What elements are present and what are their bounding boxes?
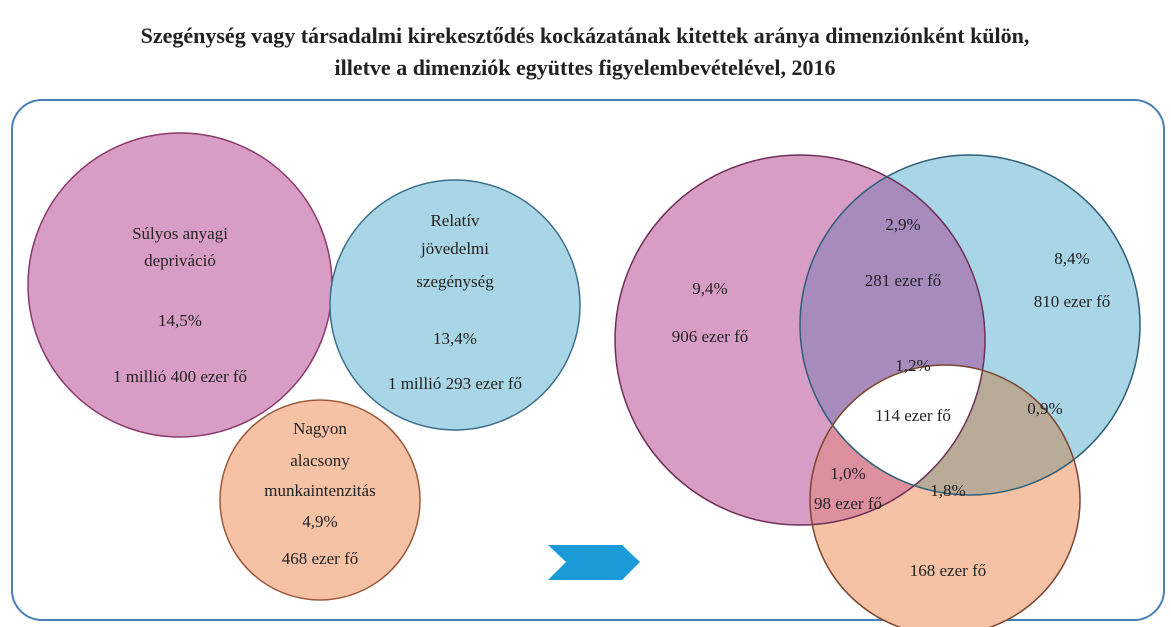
venn-blue-outline [799, 154, 1141, 496]
percent: 1,2% [895, 356, 930, 375]
title-line: illetve a dimenziók együttes figyelembev… [335, 55, 836, 80]
count: 906 ezer fő [672, 327, 748, 346]
label: munkaintenzitás [264, 481, 375, 500]
circle-deprivation [27, 132, 333, 438]
percent: 14,5% [158, 311, 202, 330]
label: depriváció [144, 251, 216, 270]
percent: 0,9% [1027, 399, 1062, 418]
label: alacsony [290, 451, 350, 470]
title-line: Szegénység vagy társadalmi kirekesztődés… [141, 23, 1030, 48]
overlap-all [810, 365, 985, 495]
label: Relatív [430, 211, 480, 230]
count: 1 millió 400 ezer fő [113, 367, 247, 386]
count: 168 ezer fő [910, 561, 986, 580]
count: 281 ezer fő [865, 271, 941, 290]
label: szegénység [416, 272, 494, 291]
count: 468 ezer fő [282, 549, 358, 568]
circle-work [219, 399, 421, 601]
percent: 13,4% [433, 329, 477, 348]
count: 810 ezer fő [1034, 292, 1110, 311]
count: 114 ezer fő [875, 406, 951, 425]
percent: 1,0% [830, 464, 865, 483]
label: Nagyon [293, 419, 347, 438]
percent: 2,9% [885, 215, 920, 234]
frame [11, 99, 1165, 621]
label: Súlyos anyagi [132, 224, 228, 243]
percent: 1,8% [930, 481, 965, 500]
percent: 8,4% [1054, 249, 1089, 268]
count: 98 ezer fő [814, 494, 882, 513]
arrow [548, 545, 640, 580]
count: 1 millió 293 ezer fő [388, 374, 522, 393]
percent: 4,9% [302, 512, 337, 531]
label: jövedelmi [420, 239, 489, 258]
venn-pink-outline [614, 154, 986, 526]
percent: 9,4% [692, 279, 727, 298]
circle-income [329, 179, 581, 431]
venn-orange-outline [809, 364, 1081, 627]
